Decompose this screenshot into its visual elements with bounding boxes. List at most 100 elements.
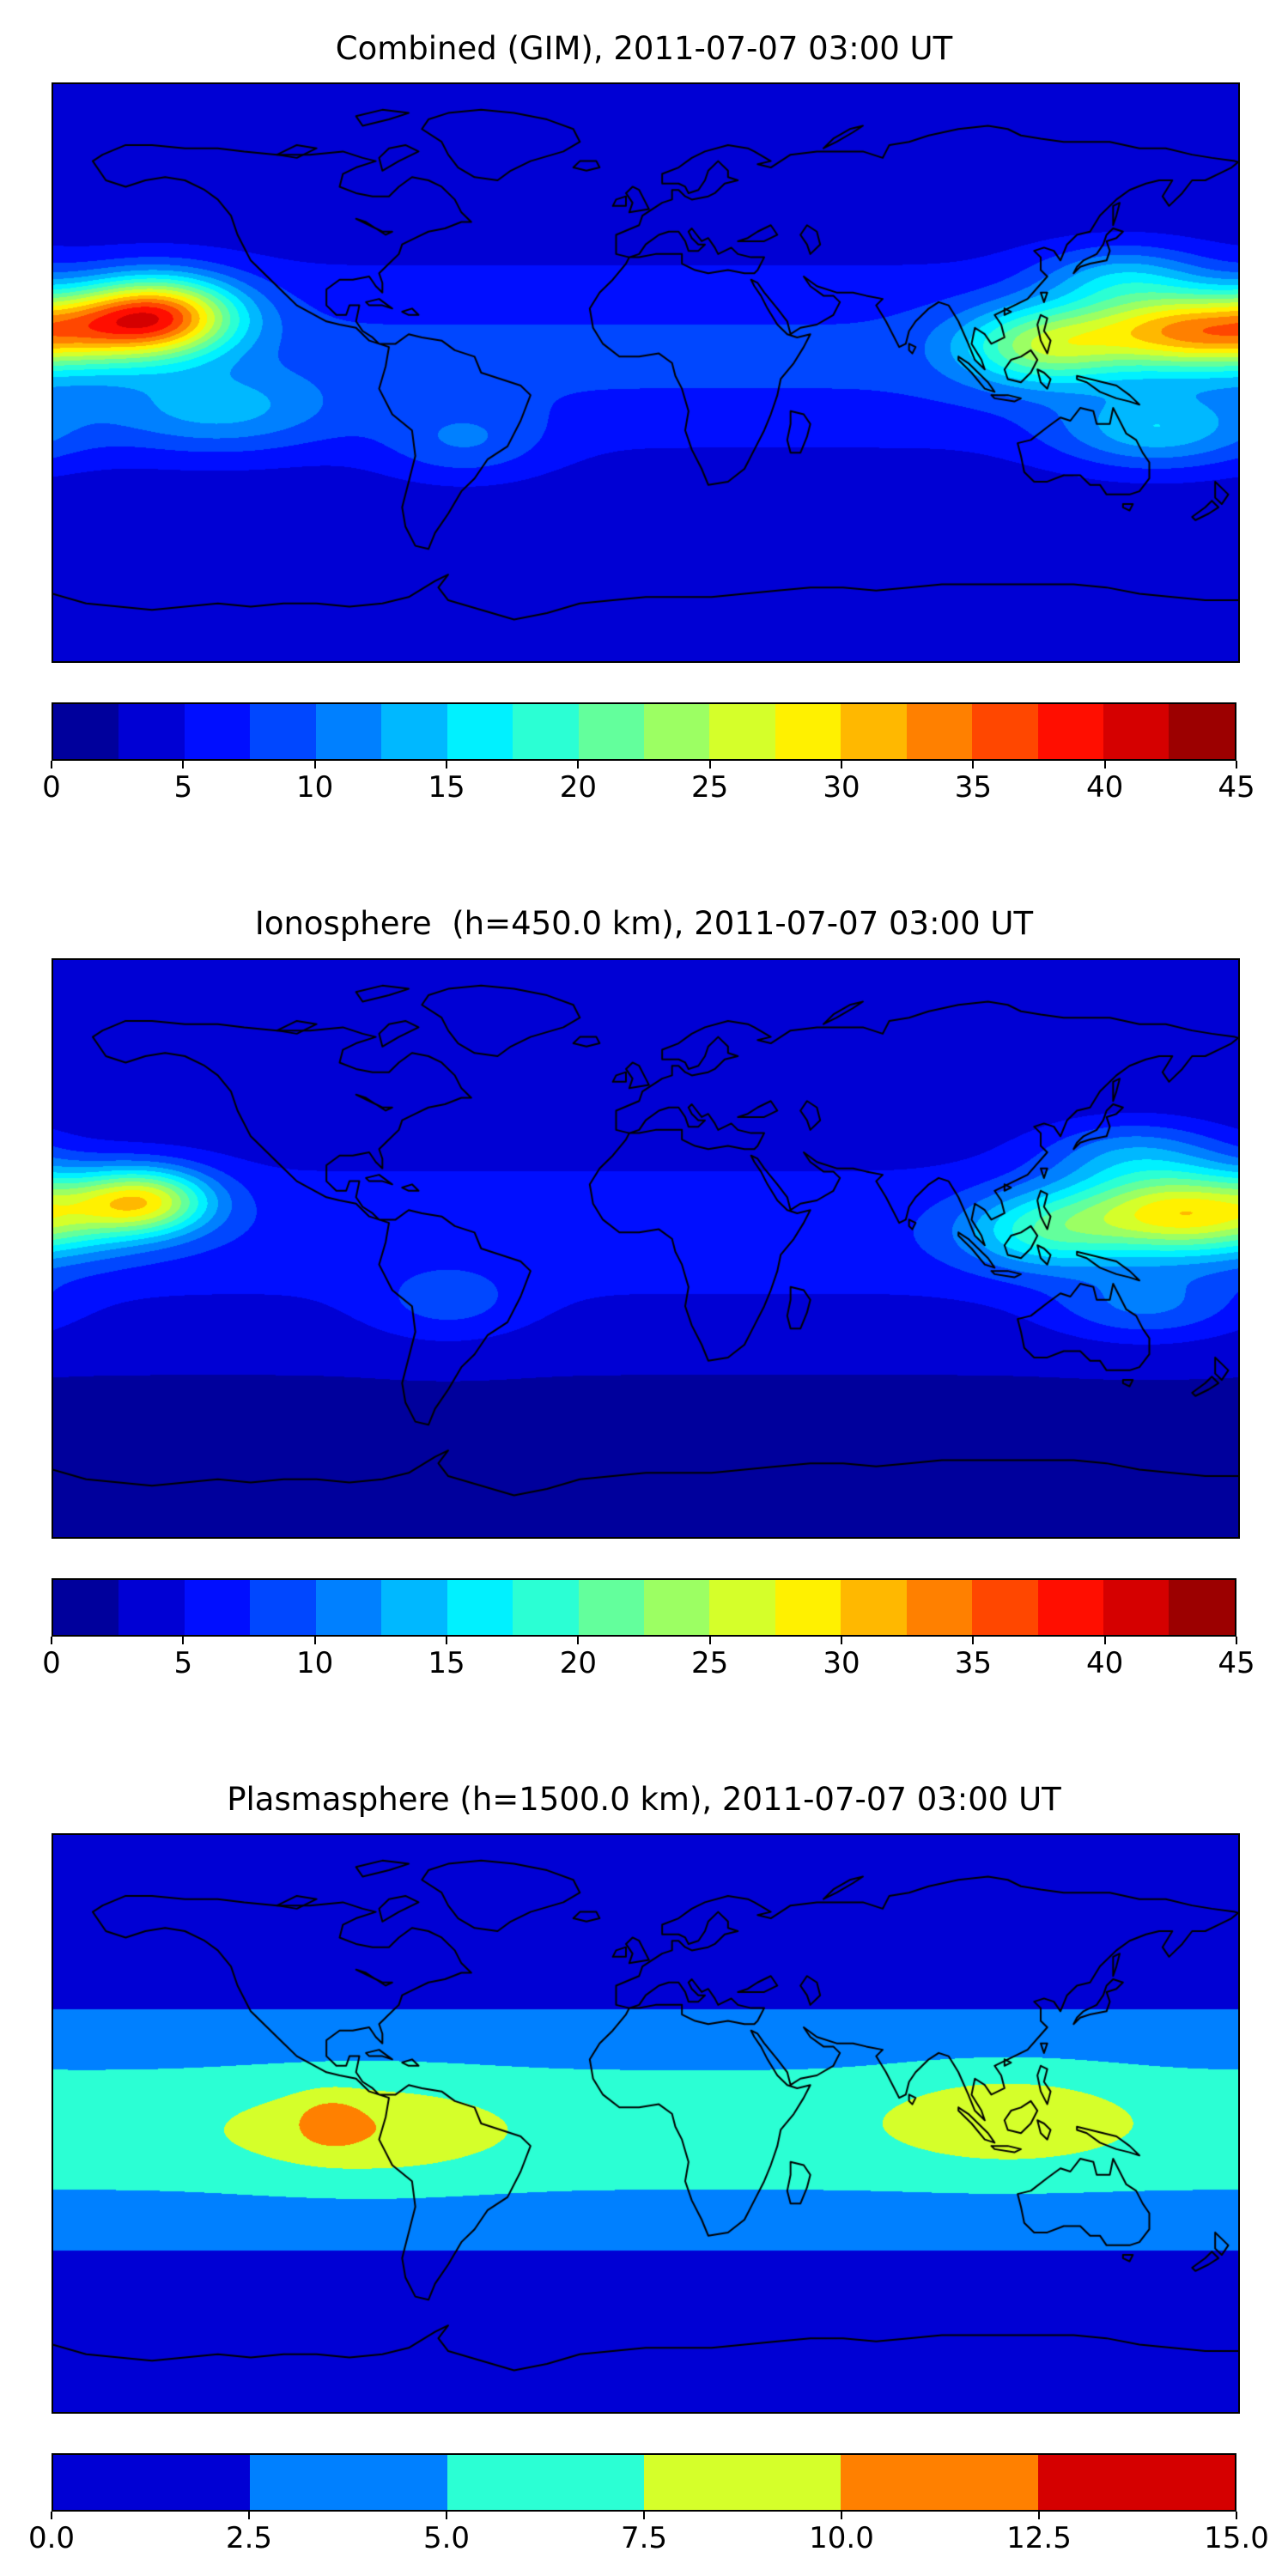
colorbar-tick bbox=[841, 2511, 842, 2519]
colorbar-tick bbox=[972, 1636, 975, 1644]
colorbar-tick bbox=[182, 761, 185, 769]
colorbar-tick-label: 45 bbox=[1218, 1645, 1255, 1680]
colorbar-tick-label: 25 bbox=[691, 1645, 729, 1680]
colorbar-tick-label: 0 bbox=[42, 1645, 61, 1680]
colorbar-tick bbox=[577, 1636, 580, 1644]
tec-map-canvas-ionosphere bbox=[52, 957, 1240, 1539]
colorbar-tick bbox=[1236, 2511, 1237, 2519]
colorbar-ticks-combined bbox=[51, 761, 1237, 769]
colorbar-segment bbox=[775, 1579, 841, 1635]
colorbar-tick-label: 5 bbox=[173, 770, 193, 805]
colorbar-segment bbox=[250, 1579, 316, 1635]
tec-map-canvas-plasmasphere bbox=[52, 1832, 1240, 2414]
colorbar-segment bbox=[1037, 1579, 1103, 1635]
colorbar-segment bbox=[184, 704, 251, 760]
colorbar-tick-label: 0 bbox=[42, 770, 61, 805]
colorbar-segment bbox=[513, 1579, 579, 1635]
colorbar-segment bbox=[643, 2454, 841, 2510]
colorbar-labels-ionosphere: 0 5 10 15 20 25 30 35 40 45 bbox=[42, 1644, 1255, 1684]
colorbar-tick-label: 45 bbox=[1218, 770, 1255, 805]
colorbar-tick bbox=[248, 2511, 250, 2519]
colorbar-tick-label: 35 bbox=[954, 1645, 992, 1680]
colorbar-tick bbox=[841, 761, 842, 769]
colorbar-gradient-ionosphere bbox=[52, 1577, 1236, 1637]
colorbar-tick-label: 15.0 bbox=[1204, 2520, 1269, 2555]
colorbar-segment bbox=[53, 704, 119, 760]
colorbar-segment bbox=[381, 1579, 447, 1635]
colorbar-segment bbox=[513, 704, 579, 760]
colorbar-tick bbox=[643, 2511, 645, 2519]
colorbar-tick-label: 25 bbox=[691, 770, 729, 805]
colorbar-tick-label: 15 bbox=[428, 770, 465, 805]
colorbar-segment bbox=[447, 704, 513, 760]
colorbar-tick-label: 5.0 bbox=[422, 2520, 471, 2555]
colorbar-ticks-plasmasphere bbox=[51, 2511, 1237, 2519]
colorbar-segment bbox=[1169, 1579, 1235, 1635]
colorbar-tick-label: 30 bbox=[823, 1645, 860, 1680]
panel-title-combined: Combined (GIM), 2011-07-07 03:00 UT bbox=[335, 30, 953, 67]
colorbar-tick-label: 2.5 bbox=[225, 2520, 273, 2555]
colorbar-tick bbox=[51, 761, 52, 769]
colorbar-tick bbox=[841, 1636, 842, 1644]
colorbar-gradient-plasmasphere bbox=[52, 2452, 1236, 2512]
colorbar-tick bbox=[446, 2511, 447, 2519]
colorbar-tick-label: 40 bbox=[1086, 770, 1124, 805]
colorbar-segment bbox=[1037, 2454, 1235, 2510]
colorbar-combined: 0 5 10 15 20 25 30 35 40 45 bbox=[42, 702, 1255, 808]
colorbar-segment bbox=[118, 1579, 185, 1635]
colorbar-segment bbox=[972, 704, 1038, 760]
panel-combined: Combined (GIM), 2011-07-07 03:00 UT 0 5 10… bbox=[42, 29, 1255, 808]
colorbar-segment bbox=[775, 704, 841, 760]
colorbar-tick-label: 10.0 bbox=[809, 2520, 874, 2555]
colorbar-segment bbox=[578, 704, 644, 760]
colorbar-segment bbox=[381, 704, 447, 760]
panel-ionosphere: Ionosphere (h=450.0 km), 2011-07-07 03:0… bbox=[42, 904, 1255, 1684]
colorbar-tick-label: 35 bbox=[954, 770, 992, 805]
colorbar-gradient-combined bbox=[52, 702, 1236, 762]
colorbar-tick-label: 0.0 bbox=[27, 2520, 76, 2555]
colorbar-tick bbox=[446, 1636, 447, 1644]
colorbar-segment bbox=[841, 704, 907, 760]
panel-title-plasmasphere: Plasmasphere (h=1500.0 km), 2011-07-07 0… bbox=[227, 1780, 1061, 1818]
colorbar-segment bbox=[1103, 704, 1170, 760]
colorbar-ionosphere: 0 5 10 15 20 25 30 35 40 45 bbox=[42, 1577, 1255, 1684]
colorbar-tick-label: 20 bbox=[559, 1645, 597, 1680]
colorbar-segment bbox=[841, 2454, 1038, 2510]
colorbar-tick bbox=[446, 761, 447, 769]
colorbar-tick bbox=[51, 2511, 52, 2519]
panel-plasmasphere: Plasmasphere (h=1500.0 km), 2011-07-07 0… bbox=[28, 1780, 1269, 2559]
colorbar-plasmasphere: 0.0 2.5 5.0 7.5 10.0 12.5 15.0 bbox=[28, 2452, 1269, 2559]
colorbar-segment bbox=[250, 2454, 447, 2510]
colorbar-tick-label: 10 bbox=[296, 770, 334, 805]
colorbar-segment bbox=[709, 704, 775, 760]
tec-map-canvas-combined bbox=[52, 82, 1240, 664]
colorbar-tick-label: 40 bbox=[1086, 1645, 1124, 1680]
colorbar-segment bbox=[643, 704, 710, 760]
colorbar-segment bbox=[1103, 1579, 1170, 1635]
colorbar-segment bbox=[53, 2454, 251, 2510]
colorbar-segment bbox=[841, 1579, 907, 1635]
colorbar-tick bbox=[1103, 1636, 1106, 1644]
colorbar-segment bbox=[578, 1579, 644, 1635]
colorbar-segment bbox=[447, 1579, 513, 1635]
colorbar-segment bbox=[972, 1579, 1038, 1635]
colorbar-tick bbox=[577, 761, 580, 769]
colorbar-segment bbox=[709, 1579, 775, 1635]
colorbar-tick-label: 10 bbox=[296, 1645, 334, 1680]
colorbar-tick bbox=[972, 761, 975, 769]
colorbar-segment bbox=[250, 704, 316, 760]
colorbar-tick bbox=[708, 761, 711, 769]
colorbar-segment bbox=[118, 704, 185, 760]
colorbar-labels-combined: 0 5 10 15 20 25 30 35 40 45 bbox=[42, 769, 1255, 808]
colorbar-tick bbox=[51, 1636, 52, 1644]
colorbar-segment bbox=[53, 1579, 119, 1635]
colorbar-segment bbox=[906, 1579, 973, 1635]
colorbar-segment bbox=[643, 1579, 710, 1635]
colorbar-labels-plasmasphere: 0.0 2.5 5.0 7.5 10.0 12.5 15.0 bbox=[28, 2519, 1269, 2559]
colorbar-tick bbox=[1236, 1636, 1237, 1644]
colorbar-tick bbox=[1103, 761, 1106, 769]
colorbar-tick bbox=[1038, 2511, 1040, 2519]
colorbar-tick-label: 5 bbox=[173, 1645, 193, 1680]
colorbar-tick-label: 30 bbox=[823, 770, 860, 805]
